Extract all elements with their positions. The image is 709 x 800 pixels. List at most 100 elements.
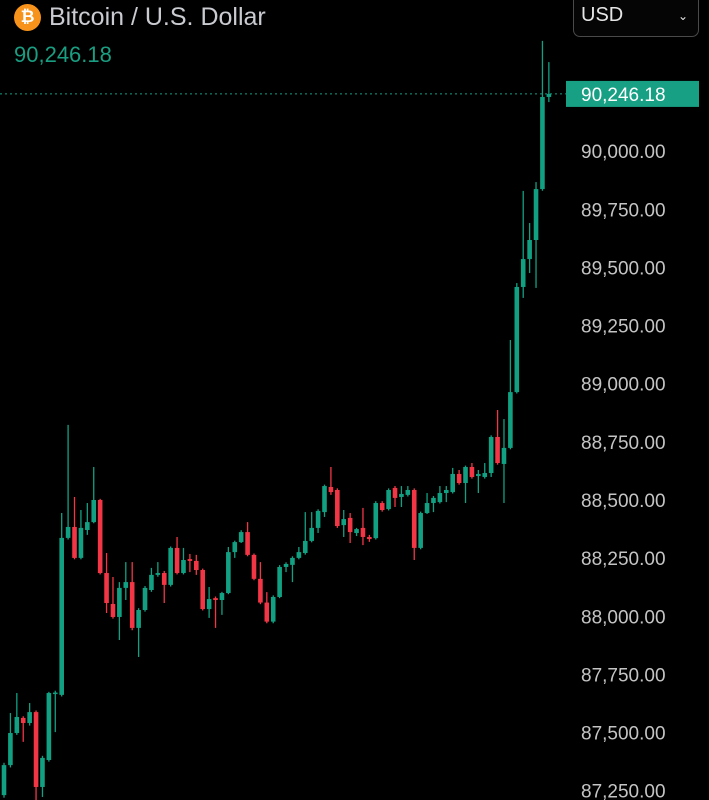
- candle-body: [501, 447, 507, 464]
- candle-body: [187, 559, 193, 561]
- candle-body: [341, 519, 347, 526]
- candle: [181, 547, 186, 575]
- currency-select[interactable]: USD ⌄: [573, 0, 699, 37]
- candle: [40, 755, 45, 797]
- candle: [232, 540, 238, 558]
- candle: [219, 591, 225, 615]
- price-tick-label: 89,500.00: [581, 258, 666, 279]
- candle-body: [328, 486, 334, 493]
- candle-body: [520, 259, 526, 287]
- candle-body: [533, 189, 539, 240]
- candle-body: [527, 240, 532, 260]
- candle: [213, 596, 218, 628]
- candle: [373, 501, 379, 540]
- candle: [482, 463, 488, 479]
- candle: [59, 513, 64, 697]
- candle-body: [52, 692, 58, 695]
- candle-body: [540, 96, 545, 190]
- candle: [27, 703, 32, 726]
- candle: [450, 467, 455, 494]
- price-tick-label: 87,750.00: [581, 665, 666, 686]
- candle-body: [40, 757, 45, 787]
- candle-body: [20, 717, 26, 724]
- price-tick-label: 88,250.00: [581, 549, 666, 570]
- candle: [469, 463, 475, 479]
- candle: [91, 466, 97, 524]
- candle-body: [85, 522, 90, 530]
- candle-body: [97, 500, 103, 574]
- candle-body: [78, 527, 84, 558]
- candle-body: [1, 765, 7, 796]
- candle-body: [238, 532, 244, 543]
- candle: [533, 182, 539, 288]
- price-axis[interactable]: 90,000.00 89,750.00 89,500.00 89,250.00 89,0…: [581, 142, 666, 800]
- candle-body: [418, 513, 423, 548]
- candle: [264, 592, 270, 624]
- candle-body: [463, 466, 468, 484]
- candle: [495, 410, 500, 465]
- candle-body: [117, 587, 122, 617]
- candle-body: [386, 490, 391, 510]
- candle-body: [136, 610, 141, 628]
- candle: [72, 496, 77, 560]
- candle: [527, 223, 532, 274]
- candle-body: [546, 93, 552, 97]
- price-tick-label: 88,750.00: [581, 433, 666, 454]
- price-tick-label: 87,500.00: [581, 724, 666, 745]
- candle: [328, 466, 334, 495]
- candle: [142, 586, 148, 612]
- candle-body: [508, 392, 513, 448]
- candle: [296, 546, 302, 560]
- candle: [174, 536, 180, 575]
- candle-body: [46, 693, 52, 760]
- candle: [65, 424, 71, 540]
- candle: [283, 562, 289, 573]
- candle-body: [174, 547, 180, 574]
- candle-body: [245, 532, 250, 555]
- candle-body: [258, 578, 263, 603]
- candle: [245, 522, 250, 557]
- candle: [360, 507, 366, 546]
- candle-body: [149, 574, 154, 590]
- candle-body: [309, 527, 314, 541]
- candle: [405, 486, 411, 497]
- candle-body: [315, 510, 321, 528]
- candle-body: [181, 560, 186, 574]
- candle: [322, 484, 327, 517]
- candle: [520, 190, 526, 298]
- candle: [258, 562, 263, 605]
- candle-body: [91, 500, 97, 523]
- candle-body: [264, 602, 270, 622]
- candle-body: [213, 598, 218, 600]
- candle: [187, 553, 193, 573]
- candle-body: [219, 593, 225, 600]
- currency-value: USD: [581, 4, 624, 26]
- candle-body: [405, 490, 411, 495]
- price-tick-label: 89,000.00: [581, 375, 666, 396]
- candle: [226, 546, 231, 595]
- candle: [290, 556, 295, 583]
- candle-body: [277, 566, 282, 597]
- candle: [431, 496, 436, 513]
- chevron-down-icon: ⌄: [677, 8, 688, 23]
- candle: [315, 509, 321, 534]
- candle-body: [290, 557, 295, 565]
- candle: [46, 691, 52, 762]
- price-tick-label: 88,000.00: [581, 607, 666, 628]
- candle: [386, 488, 391, 511]
- candle: [8, 713, 13, 768]
- candle: [168, 546, 173, 587]
- candle: [335, 488, 340, 528]
- candle-body: [469, 466, 475, 477]
- candle: [309, 512, 314, 543]
- candle: [411, 488, 417, 560]
- candle-body: [155, 573, 161, 575]
- candle: [540, 40, 545, 191]
- symbol-title[interactable]: Bitcoin / U.S. Dollar: [49, 2, 266, 31]
- candle: [501, 419, 507, 504]
- candle-body: [424, 503, 430, 514]
- last-price-box: [566, 80, 699, 107]
- candle: [194, 554, 199, 575]
- candle-body: [431, 497, 436, 504]
